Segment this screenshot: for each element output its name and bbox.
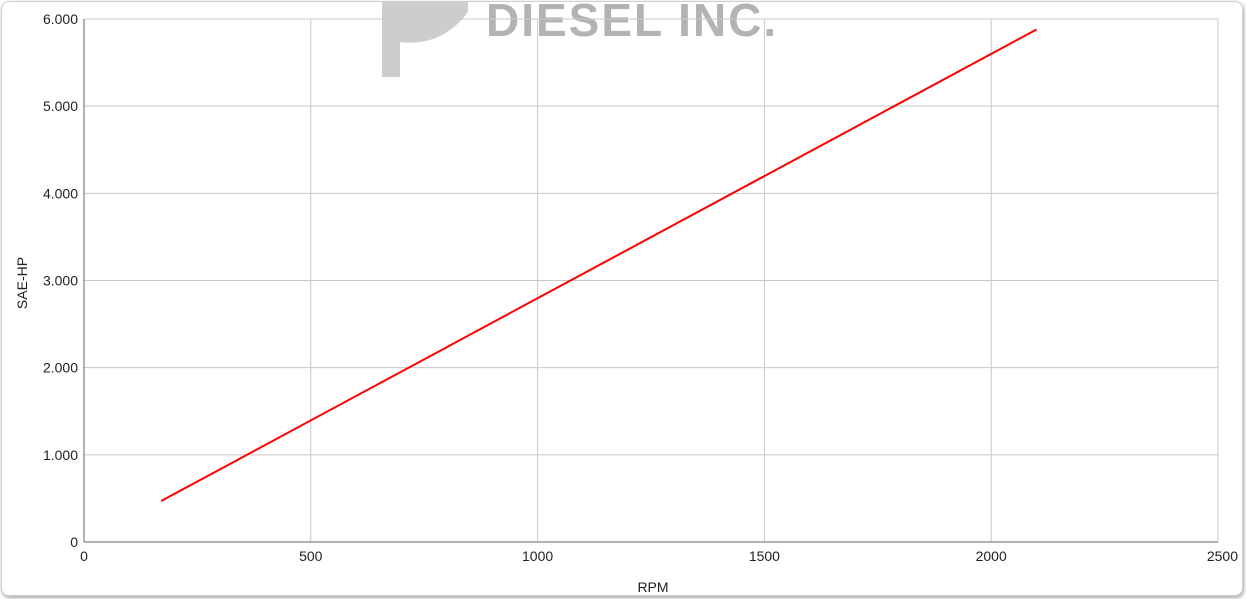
watermark-logo-mark <box>382 2 468 77</box>
y-axis-tick-labels: 0 1.000 2.000 3.000 4.000 5.000 6.000 <box>43 11 78 550</box>
x-tick-label: 0 <box>80 548 88 564</box>
y-tick-label: 4.000 <box>43 185 78 201</box>
series-group <box>160 28 1038 502</box>
watermark-text: DIESEL INC. <box>486 2 778 46</box>
y-axis-title: SAE-HP <box>14 257 30 309</box>
y-tick-label: 0 <box>70 534 78 550</box>
watermark-logo: DIESEL INC. <box>382 2 778 77</box>
x-tick-label: 2500 <box>1207 548 1238 564</box>
x-axis-title: RPM <box>637 579 668 595</box>
x-axis-tick-labels: 0 500 1000 1500 2000 2500 <box>80 548 1238 564</box>
y-tick-label: 5.000 <box>43 98 78 114</box>
x-tick-label: 1000 <box>522 548 553 564</box>
x-tick-label: 500 <box>299 548 323 564</box>
x-tick-label: 1500 <box>749 548 780 564</box>
x-tick-label: 2000 <box>976 548 1007 564</box>
axes <box>83 19 1218 543</box>
y-tick-label: 3.000 <box>43 273 78 289</box>
grid-lines <box>84 18 1219 542</box>
y-tick-label: 2.000 <box>43 360 78 376</box>
y-tick-label: 1.000 <box>43 447 78 463</box>
series-line <box>160 28 1038 502</box>
y-tick-label: 6.000 <box>43 11 78 27</box>
